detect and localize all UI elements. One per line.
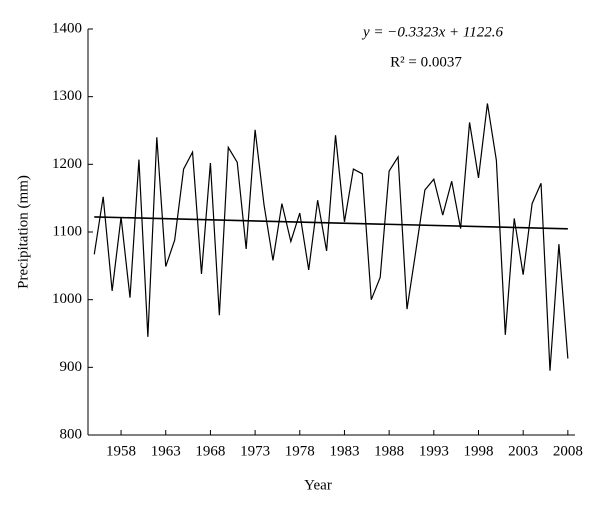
x-tick-label: 1988: [374, 443, 404, 459]
y-tick-label: 1100: [53, 223, 82, 239]
x-tick-label: 1963: [151, 443, 181, 459]
y-axis-label: Precipitation (mm): [15, 175, 31, 289]
x-tick-label: 1958: [106, 443, 136, 459]
y-tick-label: 900: [60, 359, 83, 375]
y-tick-label: 1200: [52, 156, 82, 172]
y-tick-label: 1000: [52, 291, 82, 307]
y-tick-label: 800: [60, 426, 83, 442]
x-axis-label: Year: [304, 477, 332, 493]
x-tick-label: 1998: [463, 443, 493, 459]
trend-line: [94, 216, 568, 230]
x-tick-label: 1983: [329, 443, 359, 459]
x-tick-label: 1993: [419, 443, 449, 459]
x-tick-label: 1973: [240, 443, 270, 459]
r-squared: R² = 0.0037: [390, 54, 462, 70]
x-tick-label: 1978: [285, 443, 315, 459]
x-tick-label: 2008: [553, 443, 583, 459]
y-tick-label: 1300: [52, 88, 82, 104]
data-line: [93, 103, 569, 371]
x-tick-label: 1968: [195, 443, 225, 459]
equation: y = −0.3323x + 1122.6: [361, 24, 504, 40]
y-tick-label: 1400: [52, 20, 82, 36]
x-tick-label: 2003: [508, 443, 538, 459]
